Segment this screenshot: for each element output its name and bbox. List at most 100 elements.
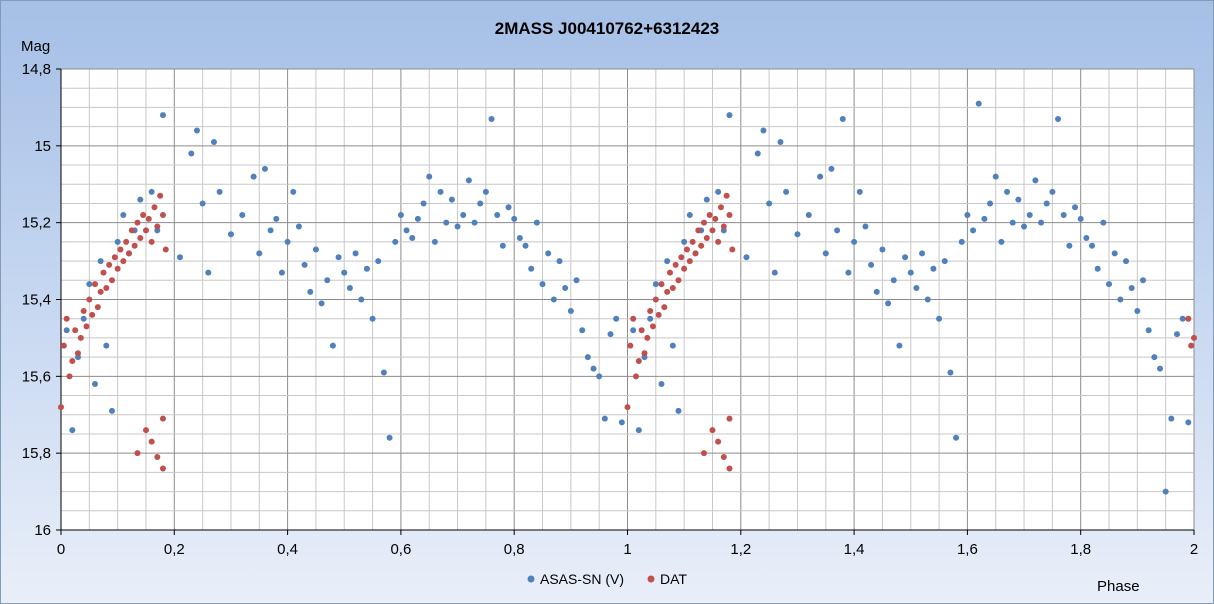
data-point — [584, 354, 591, 361]
data-point — [1038, 219, 1045, 226]
data-point — [1111, 250, 1118, 257]
data-point — [630, 315, 637, 322]
data-point — [295, 223, 302, 230]
data-point — [669, 342, 676, 349]
data-point — [715, 438, 722, 445]
data-point — [409, 235, 416, 242]
data-point — [176, 254, 183, 261]
data-point — [641, 350, 648, 357]
data-point — [437, 188, 444, 195]
data-point — [723, 192, 730, 199]
data-point — [380, 369, 387, 376]
data-point — [1049, 188, 1056, 195]
data-point — [839, 115, 846, 122]
data-point — [573, 277, 580, 284]
data-point — [924, 296, 931, 303]
data-point — [1032, 177, 1039, 184]
data-point — [162, 246, 169, 253]
data-point — [703, 196, 710, 203]
y-tick-label: 16 — [34, 522, 51, 539]
data-point — [111, 254, 118, 261]
data-point — [335, 254, 342, 261]
data-point — [851, 238, 858, 245]
data-point — [828, 165, 835, 172]
data-point — [539, 281, 546, 288]
data-point — [1188, 342, 1195, 349]
x-tick-label: 1,4 — [844, 541, 865, 558]
data-point — [1077, 215, 1084, 222]
data-point — [644, 334, 651, 341]
x-tick-label: 0,8 — [504, 541, 525, 558]
data-point — [528, 265, 535, 272]
data-point — [817, 173, 824, 180]
series-1 — [58, 192, 1197, 472]
data-point — [278, 269, 285, 276]
data-point — [120, 258, 127, 265]
data-point — [108, 407, 115, 414]
data-point — [1151, 354, 1158, 361]
data-point — [1009, 219, 1016, 226]
data-point — [72, 327, 79, 334]
data-point — [664, 258, 671, 265]
data-point — [907, 269, 914, 276]
data-point — [890, 277, 897, 284]
data-point — [134, 450, 141, 457]
data-point — [114, 238, 121, 245]
data-point — [454, 223, 461, 230]
data-points — [58, 100, 1197, 495]
data-point — [760, 127, 767, 134]
data-point — [873, 288, 880, 295]
data-point — [86, 281, 93, 288]
data-point — [159, 112, 166, 119]
data-point — [154, 223, 161, 230]
data-point — [352, 250, 359, 257]
data-point — [913, 284, 920, 291]
data-point — [627, 342, 634, 349]
data-point — [953, 434, 960, 441]
data-point — [567, 308, 574, 315]
data-point — [635, 357, 642, 364]
data-point — [477, 200, 484, 207]
data-point — [89, 311, 96, 318]
data-point — [533, 219, 540, 226]
data-point — [630, 327, 637, 334]
data-point — [709, 427, 716, 434]
chart-title: 2MASS J00410762+6312423 — [495, 19, 720, 38]
data-point — [1089, 242, 1096, 249]
data-point — [1134, 308, 1141, 315]
data-point — [63, 315, 70, 322]
data-point — [103, 284, 110, 291]
data-point — [545, 250, 552, 257]
data-point — [562, 284, 569, 291]
data-point — [672, 261, 679, 268]
data-point — [729, 246, 736, 253]
data-point — [689, 238, 696, 245]
data-point — [1043, 200, 1050, 207]
data-point — [77, 334, 84, 341]
data-point — [58, 404, 64, 411]
data-point — [431, 238, 438, 245]
data-point — [777, 138, 784, 145]
data-point — [771, 269, 778, 276]
data-point — [1140, 277, 1147, 284]
data-point — [726, 465, 733, 472]
data-point — [148, 238, 155, 245]
data-point — [658, 281, 665, 288]
data-point — [885, 300, 892, 307]
data-point — [726, 415, 733, 422]
data-point — [726, 211, 733, 218]
data-point — [369, 315, 376, 322]
data-point — [700, 450, 707, 457]
data-point — [346, 284, 353, 291]
data-point — [1004, 188, 1011, 195]
data-point — [1106, 281, 1113, 288]
data-point — [106, 261, 113, 268]
data-point — [1015, 196, 1022, 203]
data-point — [1072, 204, 1079, 211]
data-point — [100, 269, 107, 276]
data-point — [94, 304, 101, 311]
tick-labels: 0 0,2 0,4 0,6 0,8 1 1,2 1,4 1,6 1,8 2 14,8 15 15,2 15,… — [22, 61, 1198, 558]
data-point — [284, 238, 291, 245]
data-point — [397, 211, 404, 218]
